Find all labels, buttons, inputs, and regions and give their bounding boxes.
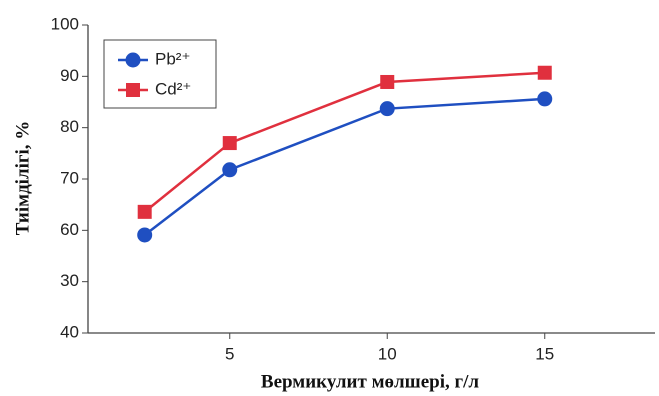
marker xyxy=(222,162,238,178)
line xyxy=(143,97,545,236)
y-tick-label: 100 xyxy=(51,14,79,33)
y-tick-label: 90 xyxy=(60,66,79,85)
legend: Pb²⁺ Cd²⁺ xyxy=(103,39,217,109)
marker xyxy=(137,227,153,243)
marker xyxy=(537,91,553,107)
x-tick-label: 5 xyxy=(225,344,234,363)
marker xyxy=(380,74,395,89)
legend-label: Pb²⁺ xyxy=(155,49,190,68)
legend-label: Cd²⁺ xyxy=(155,79,191,98)
x-tick-label: 15 xyxy=(535,344,554,363)
y-tick-label: 60 xyxy=(60,220,79,239)
legend-marker xyxy=(125,52,141,68)
y-tick-label: 30 xyxy=(60,271,79,290)
legend-marker xyxy=(126,83,140,97)
x-axis-label: Вермикулит мөлшері, г/л xyxy=(261,371,479,392)
marker xyxy=(537,65,552,80)
line xyxy=(143,71,545,213)
y-axis-label: Тиімділігі, % xyxy=(12,121,33,236)
y-tick-label: 80 xyxy=(60,117,79,136)
y-tick-label: 40 xyxy=(60,322,79,341)
marker xyxy=(222,136,237,151)
y-tick-label: 70 xyxy=(60,168,79,187)
marker xyxy=(379,101,395,117)
marker xyxy=(137,204,152,219)
x-tick-label: 10 xyxy=(378,344,397,363)
legend-box xyxy=(103,39,217,109)
